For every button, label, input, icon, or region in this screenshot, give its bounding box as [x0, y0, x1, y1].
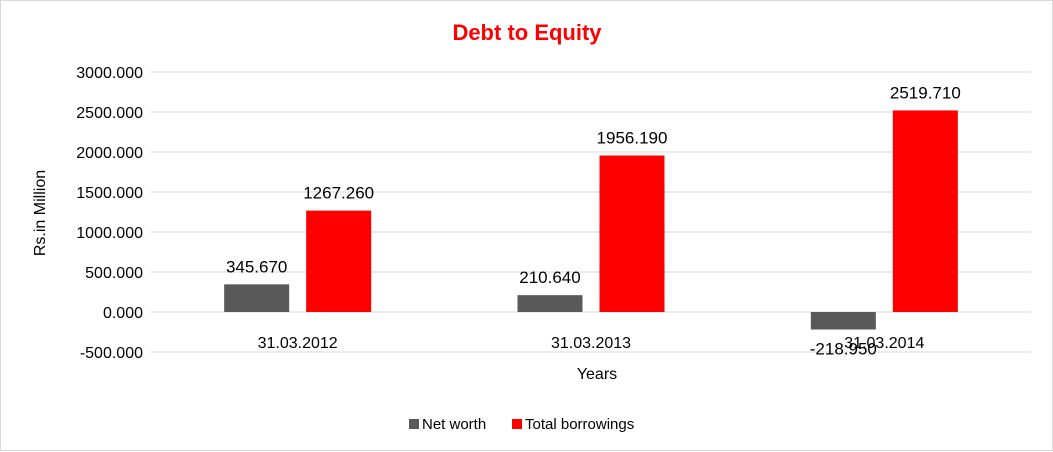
- data-label: -218.950: [810, 340, 877, 359]
- legend-label: Total borrowings: [525, 416, 634, 433]
- legend-swatch: [409, 419, 419, 429]
- legend-label: Net worth: [422, 416, 486, 433]
- data-label: 345.670: [226, 257, 287, 276]
- y-axis-ticks: 3000.000 2500.000 2000.000 1500.000 1000.000…: [76, 65, 143, 362]
- bar-total-borrowings: [892, 110, 958, 312]
- y-tick-label: -500.000: [80, 345, 143, 362]
- x-axis-title: Years: [577, 366, 617, 383]
- bar-net-worth: [224, 284, 290, 312]
- data-label: 210.640: [519, 268, 580, 287]
- y-tick-label: 0.000: [103, 305, 143, 322]
- x-axis-categories: 31.03.2012 31.03.2013 31.03.2014: [258, 335, 925, 352]
- bar-net-worth: [517, 295, 583, 312]
- y-tick-label: 1000.000: [76, 225, 143, 242]
- data-label: 2519.710: [890, 83, 961, 102]
- bar-total-borrowings: [599, 155, 665, 312]
- y-tick-label: 1500.000: [76, 185, 143, 202]
- bar-net-worth: [810, 312, 876, 330]
- y-tick-label: 2500.000: [76, 105, 143, 122]
- x-category-label: 31.03.2012: [258, 335, 338, 352]
- data-labels: 345.670 1267.260 210.640 1956.190 -218.950 25…: [226, 83, 961, 358]
- gridlines: [151, 71, 1031, 353]
- bar-total-borrowings: [306, 210, 372, 312]
- y-tick-label: 2000.000: [76, 145, 143, 162]
- data-label: 1956.190: [597, 129, 668, 148]
- x-category-label: 31.03.2013: [551, 335, 631, 352]
- y-tick-label: 3000.000: [76, 65, 143, 82]
- legend: Net worth Total borrowings: [409, 416, 634, 433]
- chart-title: Debt to Equity: [452, 20, 602, 45]
- legend-swatch: [512, 419, 522, 429]
- bars: [224, 110, 958, 330]
- y-tick-label: 500.000: [85, 265, 143, 282]
- x-category-label: 31.03.2014: [844, 335, 924, 352]
- data-label: 1267.260: [303, 184, 374, 203]
- y-axis-title: Rs.in Million: [32, 170, 49, 256]
